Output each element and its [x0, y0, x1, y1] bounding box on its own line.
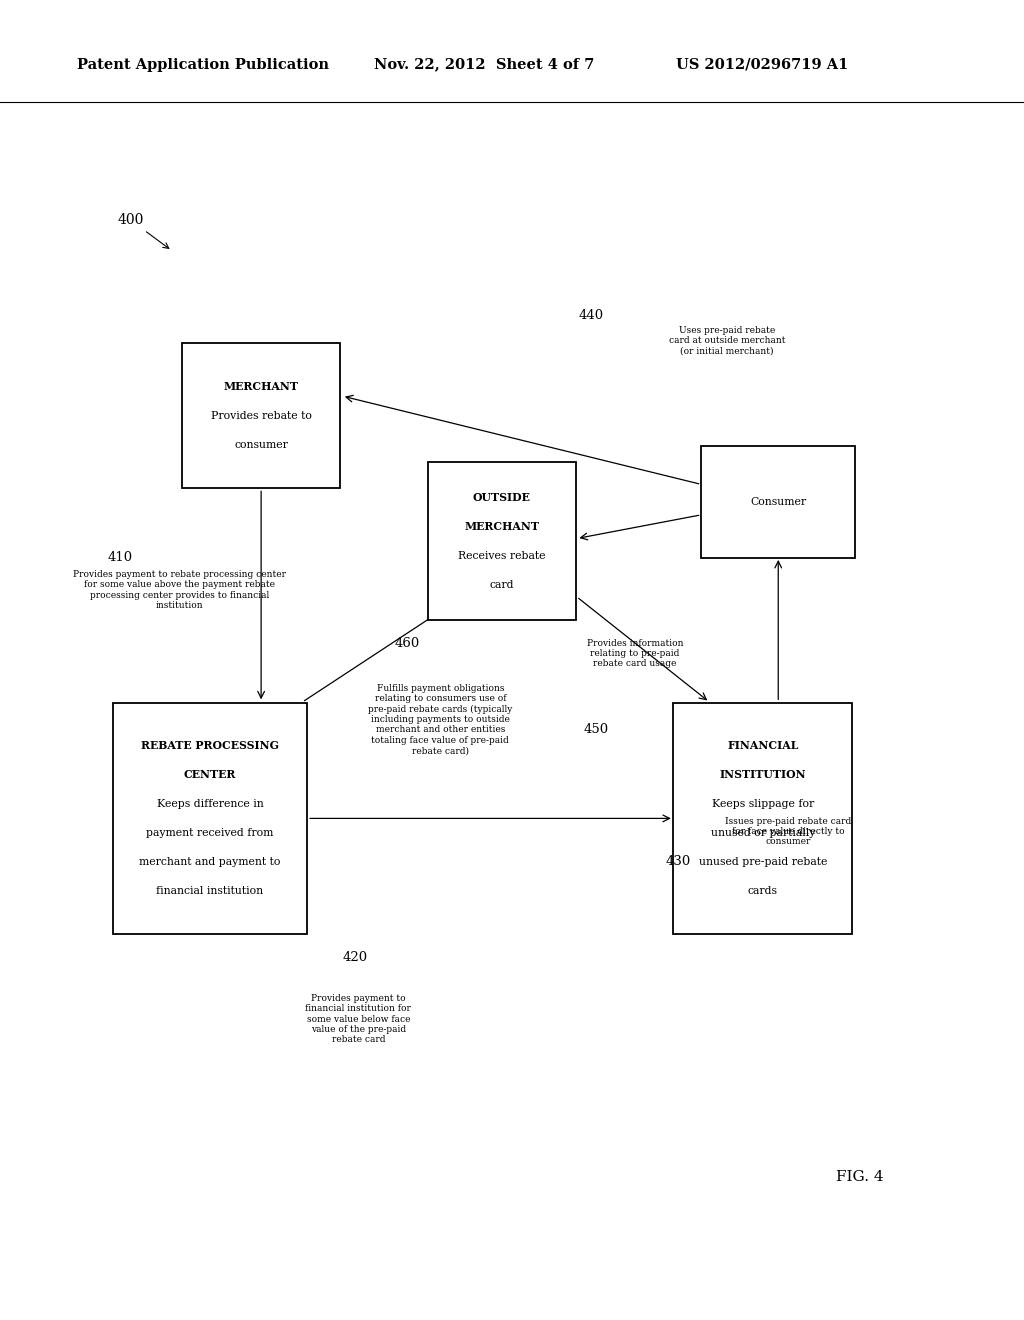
Text: INSTITUTION: INSTITUTION: [720, 770, 806, 780]
Text: Uses pre-paid rebate
card at outside merchant
(or initial merchant): Uses pre-paid rebate card at outside mer…: [669, 326, 785, 355]
Text: OUTSIDE: OUTSIDE: [473, 492, 530, 503]
Text: unused pre-paid rebate: unused pre-paid rebate: [698, 857, 827, 867]
Text: 460: 460: [394, 636, 420, 649]
Text: unused or partially: unused or partially: [711, 828, 815, 838]
Bar: [701, 446, 855, 557]
Text: Consumer: Consumer: [751, 496, 806, 507]
Text: payment received from: payment received from: [146, 828, 273, 838]
Text: CENTER: CENTER: [183, 770, 237, 780]
Text: FIG. 4: FIG. 4: [837, 1171, 884, 1184]
Text: Provides payment to
financial institution for
some value below face
value of the: Provides payment to financial institutio…: [305, 994, 412, 1044]
Text: FINANCIAL: FINANCIAL: [727, 741, 799, 751]
Text: Provides information
relating to pre-paid
rebate card usage: Provides information relating to pre-pai…: [587, 639, 683, 668]
Text: Fulfills payment obligations
relating to consumers use of
pre-paid rebate cards : Fulfills payment obligations relating to…: [369, 684, 512, 755]
Text: Keeps slippage for: Keeps slippage for: [712, 799, 814, 809]
Text: 400: 400: [118, 214, 169, 248]
Text: cards: cards: [748, 886, 778, 896]
Bar: [674, 704, 852, 935]
Text: US 2012/0296719 A1: US 2012/0296719 A1: [676, 58, 848, 71]
Text: Patent Application Publication: Patent Application Publication: [77, 58, 329, 71]
Text: Nov. 22, 2012  Sheet 4 of 7: Nov. 22, 2012 Sheet 4 of 7: [374, 58, 594, 71]
Text: merchant and payment to: merchant and payment to: [139, 857, 281, 867]
Text: MERCHANT: MERCHANT: [223, 381, 299, 392]
Text: MERCHANT: MERCHANT: [464, 521, 540, 532]
Bar: [113, 704, 307, 935]
Text: Receives rebate: Receives rebate: [458, 550, 546, 561]
Text: Keeps difference in: Keeps difference in: [157, 799, 263, 809]
Text: Issues pre-paid rebate card
for face value directly to
consumer: Issues pre-paid rebate card for face val…: [725, 817, 852, 846]
Text: card: card: [489, 579, 514, 590]
Text: consumer: consumer: [234, 440, 288, 450]
Text: 420: 420: [343, 950, 369, 964]
Text: 430: 430: [666, 854, 691, 867]
Text: 440: 440: [579, 309, 604, 322]
Text: 450: 450: [584, 722, 609, 735]
Text: 410: 410: [108, 550, 133, 564]
Text: financial institution: financial institution: [157, 886, 263, 896]
Text: Provides payment to rebate processing center
for some value above the payment re: Provides payment to rebate processing ce…: [73, 570, 286, 610]
Bar: [182, 343, 340, 488]
Text: REBATE PROCESSING: REBATE PROCESSING: [141, 741, 279, 751]
Text: Provides rebate to: Provides rebate to: [211, 411, 311, 421]
Bar: [428, 462, 575, 620]
